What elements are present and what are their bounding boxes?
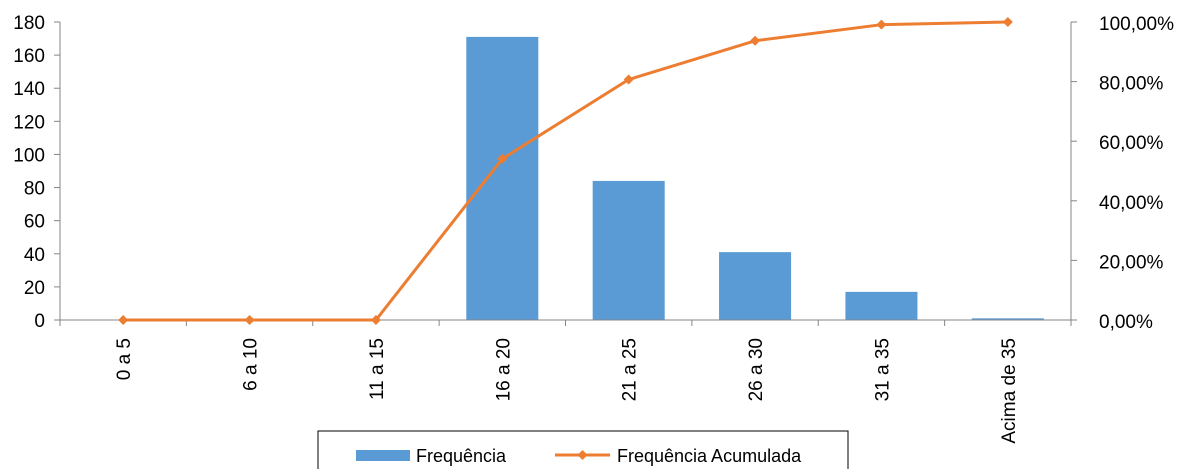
y-tick-label-4: 80 [24, 179, 45, 200]
legend: Frequência Frequência Acumulada [317, 430, 849, 469]
x-tick-label-2: 11 a 15 [367, 338, 388, 400]
cumulative-line-path [123, 20, 1008, 322]
x-tick-label-4: 21 a 25 [620, 338, 641, 401]
y-tick-label-1: 20 [24, 278, 45, 299]
line-point-4 [623, 74, 634, 85]
y2-tick-label-2: 40,00% [1099, 193, 1164, 214]
y-tick-label-9: 180 [13, 13, 45, 34]
x-tick-label-5: 26 a 30 [746, 338, 767, 401]
x-tick-label-0: 0 a 5 [114, 338, 135, 380]
y-tick-label-2: 40 [24, 245, 45, 266]
x-tick-label-7: Acima de 35 [999, 338, 1020, 444]
y2-tick-label-5: 100,00% [1099, 14, 1174, 35]
line-point-2 [370, 315, 381, 325]
line-point-3 [497, 153, 508, 164]
line-point-7 [1002, 17, 1013, 27]
right-y-axis: 0,00% 20,00% 40,00% 60,00% 80,00% 100,00% [1071, 14, 1174, 333]
bar-5 [719, 252, 792, 320]
y-tick-label-6: 120 [13, 112, 45, 133]
bar-6 [845, 291, 918, 320]
y-tick-label-0: 0 [34, 311, 45, 332]
y2-tick-label-0: 0,00% [1099, 312, 1153, 333]
bar-7 [971, 318, 1044, 320]
y2-tick-label-4: 80,00% [1099, 74, 1164, 95]
line-point-1 [244, 315, 255, 325]
left-y-axis: 0 20 40 60 80 100 120 140 160 180 [13, 13, 60, 332]
bar-3 [466, 36, 539, 321]
y-tick-label-5: 100 [13, 145, 45, 166]
y2-tick-label-3: 60,00% [1099, 133, 1164, 154]
bars [466, 36, 1044, 321]
cumulative-line [118, 17, 1013, 325]
legend-bar-swatch [356, 450, 410, 461]
x-tick-label-3: 16 a 20 [493, 338, 514, 401]
y2-tick-label-1: 20,00% [1099, 252, 1164, 273]
legend-line-marker [577, 450, 588, 460]
y-tick-label-3: 60 [24, 212, 45, 233]
legend-label-line: Frequência Acumulada [617, 446, 802, 466]
x-tick-label-1: 6 a 10 [241, 338, 262, 391]
x-axis: 0 a 5 6 a 10 11 a 15 16 a 20 21 a 25 26 a 30 3… [59, 320, 1072, 444]
line-point-0 [118, 315, 129, 325]
line-point-5 [750, 35, 761, 46]
axes [54, 21, 1077, 321]
line-point-6 [876, 19, 887, 30]
legend-label-bar: Frequência [416, 446, 507, 466]
y-tick-label-7: 140 [13, 79, 45, 100]
bar-4 [592, 180, 665, 320]
y-tick-label-8: 160 [13, 46, 45, 67]
x-tick-label-6: 31 a 35 [872, 338, 893, 401]
